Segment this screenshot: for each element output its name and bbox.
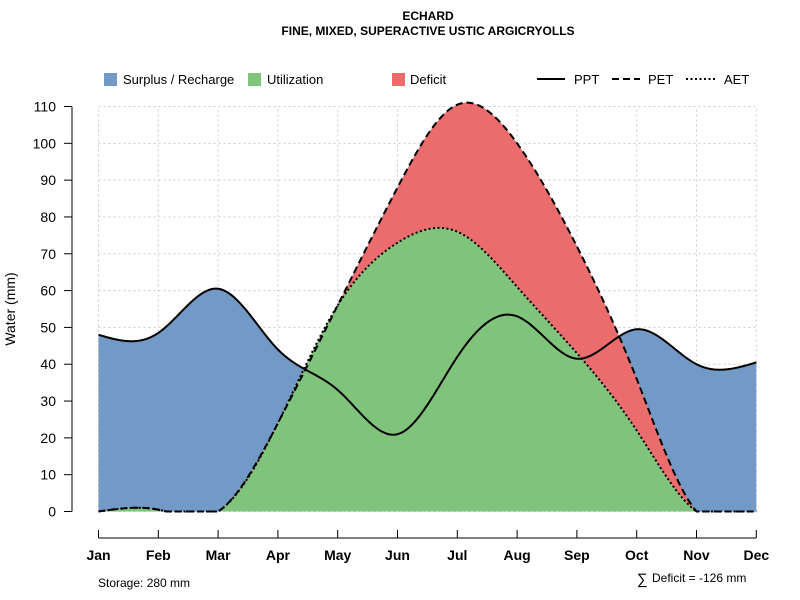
x-tick-label: Aug [503, 547, 530, 563]
x-tick-label: Sep [564, 547, 590, 563]
x-tick-label: Jun [385, 547, 410, 563]
legend-label-aet: AET [724, 72, 749, 87]
x-tick-label: Dec [743, 547, 769, 563]
y-axis-label: Water (mm) [2, 272, 18, 345]
deficit-note: Deficit = -126 mm [652, 571, 746, 585]
y-tick-label: 110 [34, 99, 57, 115]
legend-label-deficit: Deficit [410, 72, 447, 87]
sum-symbol: ∑ [637, 571, 648, 588]
chart-title: ECHARD [402, 9, 454, 23]
y-tick-label: 40 [40, 356, 56, 372]
legend-label-utilization: Utilization [267, 72, 323, 87]
x-tick-label: Apr [266, 547, 291, 563]
x-tick-label: Oct [625, 547, 649, 563]
series-line-ppt [98, 287, 757, 436]
legend-swatch-surplus [104, 73, 117, 86]
legend-swatch-utilization [248, 73, 261, 86]
series-line-pet [98, 101, 757, 513]
y-tick-label: 100 [33, 135, 57, 151]
y-tick-label: 50 [40, 319, 56, 335]
legend-label-ppt: PPT [574, 72, 599, 87]
legend: Surplus / Recharge Utilization Deficit P… [104, 72, 749, 87]
x-tick-label: Mar [206, 547, 231, 563]
x-tick-label: Jul [447, 547, 467, 563]
y-tick-label: 60 [40, 283, 56, 299]
series-line-aet [98, 226, 757, 513]
legend-label-pet: PET [648, 72, 673, 87]
x-tick-label: Feb [146, 547, 171, 563]
axes: 0 10 20 30 40 50 60 70 80 90 100 110 Jan Feb Mar Apr May… [33, 99, 770, 564]
y-tick-label: 80 [40, 209, 56, 225]
y-tick-label: 90 [40, 172, 56, 188]
plot-area [98, 101, 757, 513]
x-tick-label: Jan [86, 547, 110, 563]
area-utilization [98, 227, 757, 512]
storage-note: Storage: 280 mm [98, 576, 190, 590]
x-tick-label: Nov [683, 547, 710, 563]
y-tick-label: 0 [48, 504, 56, 520]
y-tick-label: 20 [40, 430, 56, 446]
legend-label-surplus: Surplus / Recharge [123, 72, 234, 87]
y-tick-label: 30 [40, 393, 56, 409]
x-tick-label: May [324, 547, 351, 563]
legend-swatch-deficit [392, 73, 405, 86]
y-tick-label: 10 [40, 467, 56, 483]
chart-subtitle: FINE, MIXED, SUPERACTIVE USTIC ARGICRYOL… [281, 24, 574, 38]
y-tick-label: 70 [40, 246, 56, 262]
